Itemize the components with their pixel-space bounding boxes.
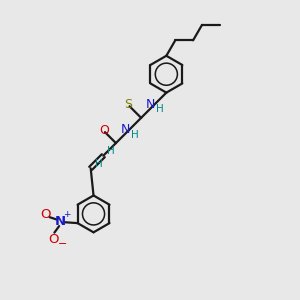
Text: +: + <box>63 210 70 219</box>
Text: S: S <box>124 98 132 111</box>
Text: O: O <box>49 233 59 246</box>
Text: N: N <box>146 98 155 111</box>
Text: O: O <box>40 208 51 221</box>
Text: H: H <box>94 158 102 169</box>
Text: O: O <box>99 124 109 137</box>
Text: H: H <box>156 104 164 114</box>
Text: −: − <box>58 239 68 249</box>
Text: H: H <box>107 146 115 156</box>
Text: H: H <box>131 130 139 140</box>
Text: N: N <box>55 215 66 228</box>
Text: N: N <box>120 123 130 136</box>
